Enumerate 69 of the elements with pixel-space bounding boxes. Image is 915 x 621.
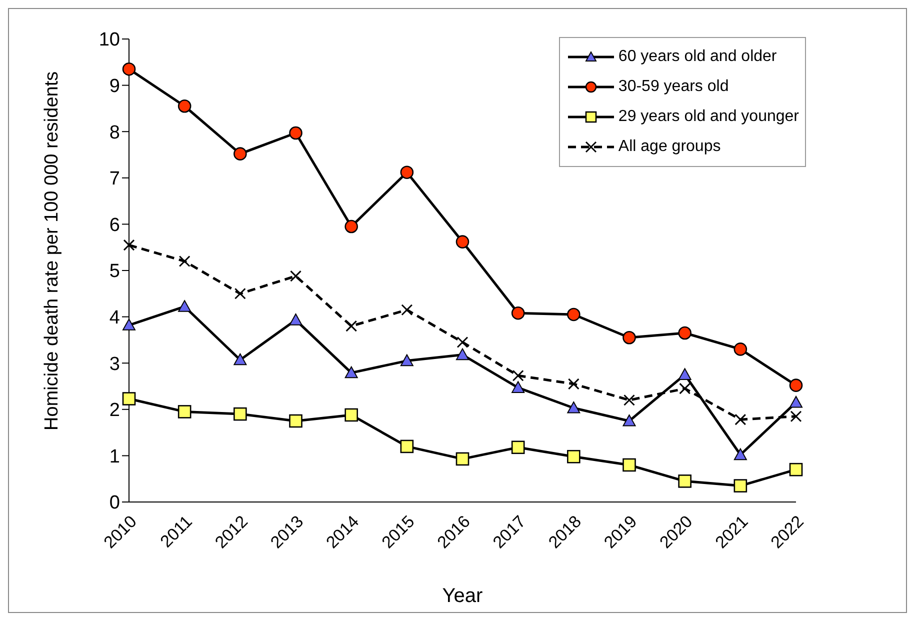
point: [511, 306, 525, 320]
point: [734, 342, 748, 356]
point: [290, 270, 302, 282]
point: [624, 394, 635, 406]
y-tick-label: 8: [109, 122, 120, 144]
y-tick-label: 1: [109, 446, 120, 468]
point: [123, 239, 135, 251]
y-tick-label: 6: [109, 214, 120, 236]
point: [346, 320, 358, 332]
point: [122, 62, 136, 76]
point: [178, 99, 192, 113]
y-tick-label: 10: [98, 30, 120, 51]
point: [234, 147, 247, 160]
point: [401, 304, 413, 316]
point: [344, 366, 358, 378]
point: [678, 368, 692, 380]
point: [122, 318, 136, 330]
point: [567, 308, 580, 322]
point: [178, 405, 192, 418]
y-tick-label: 5: [109, 261, 120, 282]
y-tick-label: 3: [109, 354, 120, 375]
point: [178, 255, 190, 267]
point: [289, 414, 302, 428]
point: [456, 235, 470, 248]
point: [789, 378, 803, 392]
point: [234, 288, 246, 300]
point: [234, 407, 247, 421]
point: [790, 396, 802, 408]
point: [567, 450, 580, 464]
point: [456, 336, 468, 348]
legend-label: 30-59 years old: [618, 78, 729, 96]
y-tick-label: 4: [109, 308, 120, 329]
y-tick-label: 9: [109, 76, 120, 98]
legend-label: 60 years old and older: [618, 48, 777, 66]
point: [622, 458, 636, 472]
x-axis-title: Year: [442, 585, 484, 607]
point: [734, 448, 747, 460]
point: [456, 348, 469, 360]
point: [344, 408, 358, 422]
point: [289, 314, 302, 326]
point: [400, 166, 414, 179]
point: [344, 220, 358, 234]
point: [622, 414, 636, 426]
point: [178, 300, 192, 312]
point: [790, 410, 802, 422]
y-axis-title: Homicide death rate per 100 000 residents: [42, 71, 63, 430]
point: [567, 402, 580, 414]
point: [622, 330, 636, 344]
point: [400, 354, 414, 366]
y-tick-label: 2: [109, 400, 120, 422]
point: [512, 370, 524, 382]
point: [678, 326, 692, 340]
point: [734, 479, 748, 492]
point: [234, 353, 247, 366]
point: [122, 392, 136, 406]
point: [568, 378, 580, 390]
point: [789, 462, 803, 476]
point: [679, 382, 691, 394]
y-tick-label: 7: [109, 168, 120, 190]
point: [456, 452, 470, 466]
point: [289, 126, 302, 140]
legend-label: 29 years old and younger: [618, 108, 799, 126]
point: [734, 414, 746, 426]
point: [678, 474, 692, 488]
legend-label: All age groups: [618, 138, 721, 156]
point: [400, 440, 414, 454]
point: [511, 440, 525, 454]
y-tick-label: 0: [109, 492, 120, 514]
point: [512, 381, 525, 393]
